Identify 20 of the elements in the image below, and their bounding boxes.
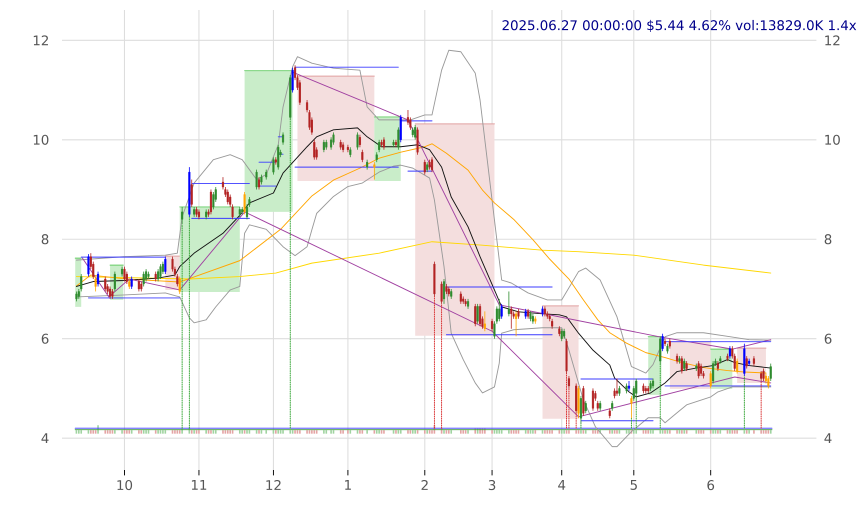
y-tick-label: 12	[34, 35, 48, 46]
text: 2025.06.27 00:00:00 $5.44 4.62% vol:13829.0K 1.4x	[502, 20, 856, 32]
y2-tick-label: 6	[824, 334, 832, 344]
y-tick-label: 6	[42, 334, 48, 344]
x-tick-label: 5	[630, 480, 637, 490]
x-tick-label: 12	[266, 480, 281, 490]
x-tick-label: 3	[488, 480, 496, 490]
x-tick-label: 4	[558, 480, 566, 490]
x-tick-label: 11	[192, 480, 206, 490]
y2-tick-label: 8	[824, 234, 832, 244]
y2-tick-label: 12	[825, 35, 840, 46]
y2-tick-label: 4	[824, 433, 832, 444]
x-tick-label: 2	[422, 480, 428, 490]
y-tick-label: 10	[34, 134, 48, 145]
y-tick-label: 8	[42, 234, 48, 244]
y2-tick-label: 10	[825, 134, 840, 145]
x-tick-label: 6	[707, 480, 714, 490]
y-tick-label: 4	[41, 433, 49, 444]
x-tick-label: 1	[345, 480, 351, 490]
x-tick-label: 10	[117, 480, 132, 490]
